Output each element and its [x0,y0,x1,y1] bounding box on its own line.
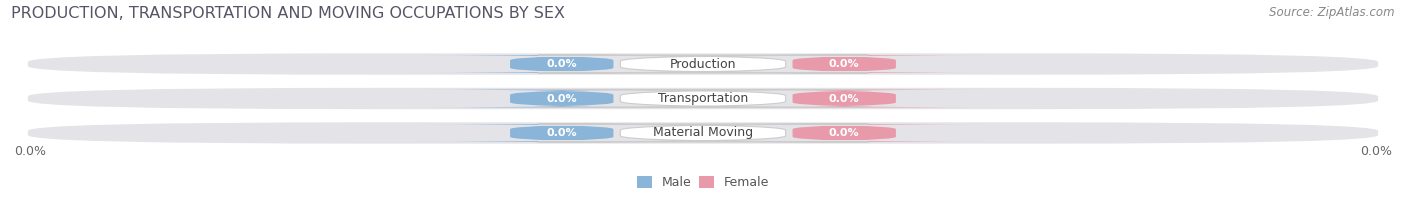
Text: 0.0%: 0.0% [547,128,576,138]
Text: 0.0%: 0.0% [547,94,576,103]
FancyBboxPatch shape [28,122,1378,144]
Text: 0.0%: 0.0% [14,145,46,158]
FancyBboxPatch shape [537,55,869,73]
Legend: Male, Female: Male, Female [637,176,769,189]
FancyBboxPatch shape [689,90,1000,108]
FancyBboxPatch shape [406,90,717,108]
FancyBboxPatch shape [406,55,717,73]
Text: Transportation: Transportation [658,92,748,105]
Text: Production: Production [669,58,737,71]
FancyBboxPatch shape [28,88,1378,109]
Text: PRODUCTION, TRANSPORTATION AND MOVING OCCUPATIONS BY SEX: PRODUCTION, TRANSPORTATION AND MOVING OC… [11,6,565,21]
FancyBboxPatch shape [28,53,1378,75]
FancyBboxPatch shape [537,90,869,108]
Text: 0.0%: 0.0% [547,59,576,69]
FancyBboxPatch shape [689,124,1000,142]
Text: 0.0%: 0.0% [830,128,859,138]
FancyBboxPatch shape [406,124,717,142]
Text: Material Moving: Material Moving [652,126,754,139]
Text: 0.0%: 0.0% [1360,145,1392,158]
Text: 0.0%: 0.0% [830,94,859,103]
FancyBboxPatch shape [537,124,869,142]
Text: 0.0%: 0.0% [830,59,859,69]
Text: Source: ZipAtlas.com: Source: ZipAtlas.com [1270,6,1395,19]
FancyBboxPatch shape [689,55,1000,73]
